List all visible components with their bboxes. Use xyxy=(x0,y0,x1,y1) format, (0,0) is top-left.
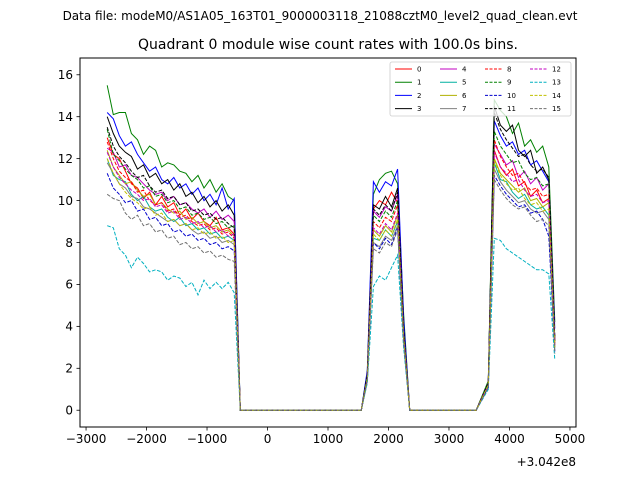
legend-label-9: 9 xyxy=(507,79,511,87)
legend-label-7: 7 xyxy=(462,105,466,113)
y-tick-label: 14 xyxy=(58,110,73,124)
legend-label-15: 15 xyxy=(552,105,561,113)
x-axis: −3000 −2000 −1000 0 1000 2000 3000 4000 5000 xyxy=(66,427,585,446)
axes-frame xyxy=(79,57,577,428)
chart-title: Quadrant 0 module wise count rates with … xyxy=(138,37,518,53)
series-line-15 xyxy=(106,177,556,411)
legend-label-4: 4 xyxy=(462,66,467,74)
x-tick-label: 5000 xyxy=(555,432,586,446)
y-tick-label: 16 xyxy=(58,68,73,82)
legend-label-8: 8 xyxy=(507,66,511,74)
legend-label-13: 13 xyxy=(552,79,561,87)
y-axis: 0 2 4 6 8 10 12 14 16 xyxy=(58,68,80,418)
y-tick-label: 4 xyxy=(65,320,73,334)
x-tick-label: −2000 xyxy=(126,432,167,446)
legend-box xyxy=(389,61,572,117)
y-tick-label: 10 xyxy=(58,194,73,208)
x-tick-label: 0 xyxy=(264,432,272,446)
legend-label-14: 14 xyxy=(552,92,561,100)
x-tick-label: −3000 xyxy=(66,432,107,446)
y-tick-label: 0 xyxy=(65,404,73,418)
y-tick-label: 6 xyxy=(65,278,73,292)
legend-label-12: 12 xyxy=(552,66,561,74)
x-tick-label: 1000 xyxy=(313,432,344,446)
x-offset-label: +3.042e8 xyxy=(517,455,576,469)
y-tick-label: 12 xyxy=(58,152,73,166)
legend-label-0: 0 xyxy=(417,66,421,74)
legend-label-6: 6 xyxy=(462,92,467,100)
x-tick-label: 4000 xyxy=(494,432,525,446)
y-tick-label: 2 xyxy=(65,362,73,376)
chart-suptitle: Data file: modeM0/AS1A05_163T01_90000031… xyxy=(63,9,578,23)
legend-label-3: 3 xyxy=(417,105,421,113)
legend-label-2: 2 xyxy=(417,92,421,100)
x-tick-label: 2000 xyxy=(373,432,404,446)
legend-label-11: 11 xyxy=(507,105,516,113)
y-tick-label: 8 xyxy=(65,236,73,250)
x-tick-label: 3000 xyxy=(434,432,465,446)
legend-label-10: 10 xyxy=(507,92,516,100)
plot-area xyxy=(106,85,556,411)
legend-label-5: 5 xyxy=(462,79,466,87)
legend-label-1: 1 xyxy=(417,79,421,87)
x-tick-label: −1000 xyxy=(187,432,228,446)
